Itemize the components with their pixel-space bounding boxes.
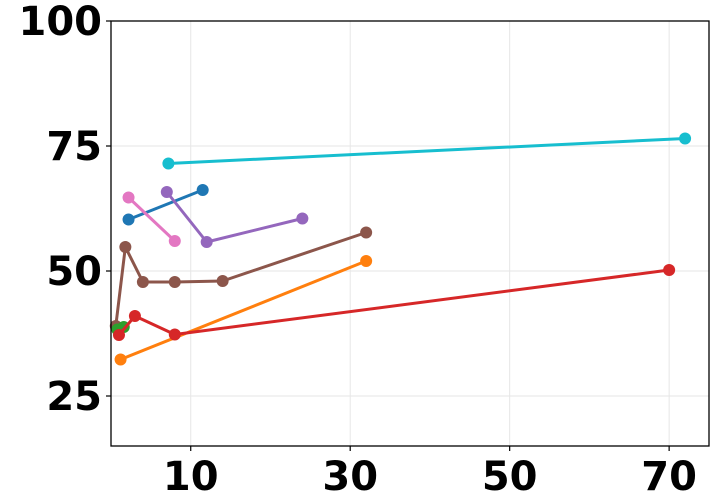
series-4 <box>109 226 373 332</box>
data-point <box>216 275 229 287</box>
data-point <box>160 186 173 198</box>
y-tick-label: 100 <box>19 0 103 45</box>
data-point <box>168 276 181 288</box>
grid-lines <box>111 20 709 446</box>
plot-area-frame <box>110 20 710 447</box>
data-point <box>122 213 135 226</box>
series-0 <box>162 132 692 170</box>
x-tick-label: 10 <box>163 454 219 500</box>
series-line <box>120 259 367 361</box>
series-2 <box>160 186 309 248</box>
series-7 <box>112 264 676 341</box>
data-point <box>360 226 373 239</box>
data-point <box>168 235 181 247</box>
data-point <box>136 276 149 288</box>
data-point <box>200 236 213 248</box>
y-tick-label: 25 <box>46 374 102 420</box>
series-layer <box>109 132 692 366</box>
data-point <box>663 264 676 276</box>
data-point <box>168 328 181 341</box>
data-point <box>360 255 373 267</box>
series-line <box>114 231 367 327</box>
data-point <box>128 310 141 322</box>
tick-labels: 10 30 50 70 25 50 75 100 <box>19 0 697 500</box>
x-tick-label: 50 <box>482 454 538 500</box>
data-point <box>296 212 309 225</box>
series-line <box>165 191 303 244</box>
x-tick-label: 70 <box>641 454 697 500</box>
y-tick-label: 75 <box>46 124 102 170</box>
data-point <box>122 191 135 204</box>
data-point <box>196 184 209 196</box>
series-1 <box>122 184 209 226</box>
x-tick-label: 30 <box>322 454 378 500</box>
data-point <box>679 132 692 145</box>
data-point <box>114 353 127 366</box>
data-point <box>119 241 132 253</box>
series-line <box>168 137 686 165</box>
series-line <box>127 196 176 243</box>
data-point <box>112 329 125 341</box>
series-line <box>127 188 204 221</box>
series-5 <box>114 255 373 366</box>
series-3 <box>122 191 181 247</box>
series-line <box>117 268 670 336</box>
y-tick-label: 50 <box>46 249 102 295</box>
data-point <box>162 157 175 170</box>
